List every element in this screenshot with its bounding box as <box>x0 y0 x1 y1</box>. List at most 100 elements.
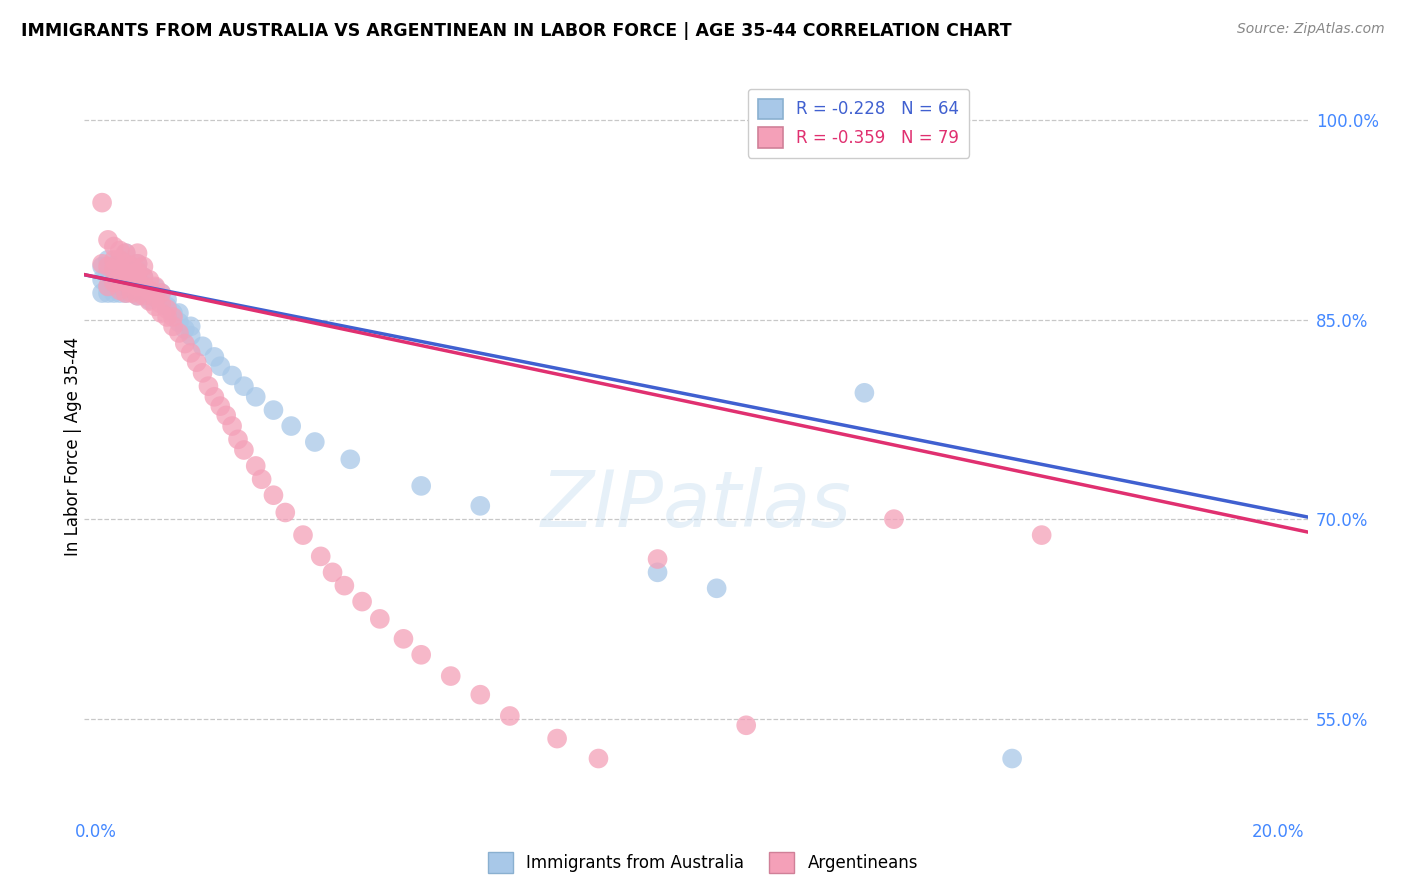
Point <box>127 282 149 296</box>
Point <box>138 293 160 307</box>
Point <box>221 419 243 434</box>
Point <box>197 379 219 393</box>
Point <box>132 270 155 285</box>
Point <box>173 336 195 351</box>
Point <box>245 390 267 404</box>
Point <box>114 246 136 260</box>
Point <box>114 286 136 301</box>
Point <box>588 751 610 765</box>
Point <box>250 472 273 486</box>
Point <box>647 566 669 580</box>
Point <box>114 266 136 280</box>
Point <box>138 284 160 298</box>
Point <box>411 479 433 493</box>
Point <box>97 252 120 267</box>
Point <box>127 279 149 293</box>
Text: IMMIGRANTS FROM AUSTRALIA VS ARGENTINEAN IN LABOR FORCE | AGE 35-44 CORRELATION : IMMIGRANTS FROM AUSTRALIA VS ARGENTINEAN… <box>21 22 1012 40</box>
Point <box>392 632 415 646</box>
Point <box>209 399 232 413</box>
Point <box>215 409 238 423</box>
Point <box>108 266 131 280</box>
Point <box>108 273 131 287</box>
Point <box>150 296 173 310</box>
Point <box>108 252 131 267</box>
Point <box>647 552 669 566</box>
Point <box>108 262 131 277</box>
Point <box>546 731 568 746</box>
Point <box>114 286 136 301</box>
Point <box>127 289 149 303</box>
Point <box>97 233 120 247</box>
Point <box>127 289 149 303</box>
Point <box>127 276 149 290</box>
Point <box>180 328 202 343</box>
Legend: Immigrants from Australia, Argentineans: Immigrants from Australia, Argentineans <box>481 846 925 880</box>
Point <box>132 260 155 274</box>
Point <box>103 276 125 290</box>
Point <box>352 594 374 608</box>
Point <box>91 273 114 287</box>
Point <box>91 286 114 301</box>
Point <box>333 579 356 593</box>
Point <box>304 435 326 450</box>
Point <box>735 718 758 732</box>
Point <box>150 306 173 320</box>
Point <box>209 359 232 374</box>
Point <box>127 263 149 277</box>
Point <box>127 257 149 271</box>
Point <box>121 286 143 301</box>
Point <box>156 310 179 324</box>
Point <box>186 355 208 369</box>
Point <box>156 293 179 307</box>
Point <box>167 315 190 329</box>
Point <box>121 270 143 285</box>
Point <box>114 262 136 277</box>
Point <box>127 265 149 279</box>
Point <box>127 273 149 287</box>
Point <box>114 276 136 290</box>
Point <box>1031 528 1053 542</box>
Point <box>121 277 143 291</box>
Point <box>280 419 302 434</box>
Point <box>114 279 136 293</box>
Point <box>143 299 166 313</box>
Point <box>411 648 433 662</box>
Point <box>883 512 905 526</box>
Point <box>1001 751 1024 765</box>
Point <box>103 279 125 293</box>
Point <box>156 301 179 316</box>
Point <box>322 566 344 580</box>
Point <box>97 266 120 280</box>
Point <box>108 284 131 298</box>
Point <box>103 239 125 253</box>
Point <box>202 350 225 364</box>
Point <box>91 260 114 274</box>
Point <box>121 268 143 283</box>
Point <box>114 246 136 260</box>
Point <box>470 688 492 702</box>
Point <box>150 286 173 301</box>
Point <box>143 290 166 304</box>
Point <box>470 499 492 513</box>
Point <box>103 279 125 293</box>
Point <box>339 452 361 467</box>
Point <box>143 281 166 295</box>
Point <box>226 433 249 447</box>
Point <box>91 195 114 210</box>
Point <box>138 284 160 298</box>
Point <box>262 488 284 502</box>
Point <box>108 273 131 287</box>
Point <box>368 612 391 626</box>
Point <box>150 286 173 301</box>
Point <box>97 260 120 274</box>
Point <box>127 246 149 260</box>
Point <box>121 284 143 298</box>
Point <box>103 286 125 301</box>
Point <box>132 270 155 285</box>
Point <box>103 273 125 287</box>
Point <box>127 268 149 283</box>
Point <box>114 257 136 271</box>
Point <box>143 289 166 303</box>
Point <box>167 326 190 340</box>
Point <box>121 276 143 290</box>
